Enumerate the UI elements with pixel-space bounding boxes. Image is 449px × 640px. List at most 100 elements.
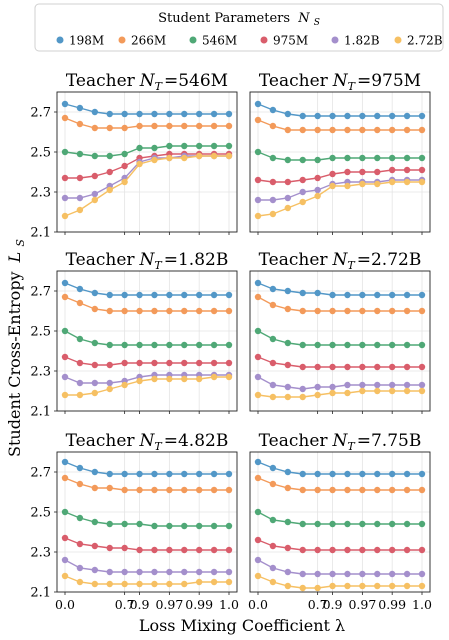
- data-point: [195, 152, 203, 160]
- y-axis-label-sub: S: [14, 239, 27, 247]
- series-975M: [254, 166, 426, 186]
- data-point: [136, 546, 143, 554]
- panel-frame: [249, 270, 431, 412]
- data-point: [299, 307, 306, 315]
- series-546M: [61, 508, 233, 530]
- legend-label: 975M: [273, 34, 308, 48]
- data-point: [91, 190, 99, 198]
- data-point: [225, 110, 233, 118]
- data-point: [344, 291, 351, 299]
- data-point: [299, 385, 306, 393]
- data-point: [299, 156, 306, 164]
- panel-title-symbol: N: [332, 431, 349, 451]
- data-point: [166, 110, 173, 118]
- series-198M: [61, 100, 233, 118]
- data-point: [76, 285, 84, 293]
- data-point: [269, 359, 277, 367]
- data-point: [76, 120, 84, 128]
- data-point: [136, 291, 143, 299]
- series-line: [257, 151, 422, 161]
- data-point: [329, 570, 336, 578]
- data-point: [299, 570, 306, 578]
- data-point: [299, 584, 306, 592]
- series-line: [65, 153, 229, 179]
- data-point: [151, 291, 158, 299]
- data-point: [61, 508, 69, 516]
- data-point: [195, 359, 203, 367]
- panel-title-sub: T: [155, 80, 164, 93]
- series-266M: [61, 474, 233, 494]
- data-point: [388, 582, 396, 590]
- data-point: [269, 196, 277, 204]
- data-point: [61, 114, 69, 122]
- data-point: [195, 291, 203, 299]
- data-point: [195, 486, 203, 494]
- data-point: [106, 361, 113, 369]
- panel-title: Teacher NT =975M: [259, 71, 421, 93]
- data-point: [284, 383, 292, 391]
- data-point: [166, 291, 173, 299]
- data-point: [195, 470, 203, 478]
- data-point: [388, 126, 396, 134]
- panel-title-symbol: N: [139, 250, 156, 270]
- data-point: [61, 327, 69, 335]
- data-point: [151, 341, 158, 349]
- data-point: [225, 470, 233, 478]
- data-point: [210, 522, 218, 530]
- x-tick-label: 0.9: [130, 597, 150, 612]
- legend-marker: [189, 36, 197, 44]
- data-point: [359, 470, 366, 478]
- data-point: [151, 546, 158, 554]
- panel-title-sub: T: [347, 440, 356, 453]
- data-point: [418, 387, 426, 395]
- data-point: [299, 470, 306, 478]
- data-point: [418, 486, 426, 494]
- data-point: [403, 520, 411, 528]
- data-point: [151, 144, 158, 152]
- data-point: [121, 110, 128, 118]
- panel-title-value: =1.82B: [164, 250, 229, 270]
- data-point: [299, 188, 306, 196]
- data-point: [181, 568, 188, 576]
- panel-title-prefix: Teacher: [66, 250, 136, 270]
- panel-title-prefix: Teacher: [66, 431, 136, 451]
- series-546M: [61, 327, 233, 349]
- legend-label: 1.82B: [344, 34, 380, 48]
- data-point: [254, 212, 262, 220]
- data-point: [269, 480, 277, 488]
- data-point: [299, 198, 306, 206]
- data-point: [254, 572, 262, 580]
- data-point: [91, 518, 99, 526]
- data-point: [225, 142, 233, 150]
- series-198M: [254, 458, 426, 478]
- data-point: [181, 470, 188, 478]
- panel-frame: [249, 91, 431, 233]
- data-point: [299, 520, 306, 528]
- y-tick-label: 2.7: [30, 106, 51, 121]
- panel: Teacher NT =1.82B 2.1 2.3 2.5 2.7: [30, 250, 238, 420]
- data-point: [121, 341, 128, 349]
- data-point: [284, 156, 292, 164]
- data-point: [121, 544, 128, 552]
- panel-title: Teacher NT =546M: [66, 71, 228, 93]
- data-point: [254, 373, 262, 381]
- legend-entry: 2.72B: [394, 34, 443, 48]
- y-tick-label: 2.3: [30, 365, 51, 380]
- data-point: [61, 100, 69, 108]
- data-point: [269, 516, 277, 524]
- data-point: [269, 542, 277, 550]
- panel-title-value: =975M: [357, 71, 421, 91]
- data-point: [284, 393, 292, 401]
- legend-label: 266M: [131, 34, 166, 48]
- series-2.72B: [254, 572, 426, 592]
- data-point: [284, 126, 292, 134]
- data-point: [403, 387, 411, 395]
- data-point: [388, 470, 396, 478]
- series-line: [64, 296, 229, 312]
- data-point: [388, 520, 396, 528]
- data-point: [254, 391, 262, 399]
- data-point: [344, 363, 351, 371]
- data-point: [403, 486, 411, 494]
- data-point: [344, 381, 351, 389]
